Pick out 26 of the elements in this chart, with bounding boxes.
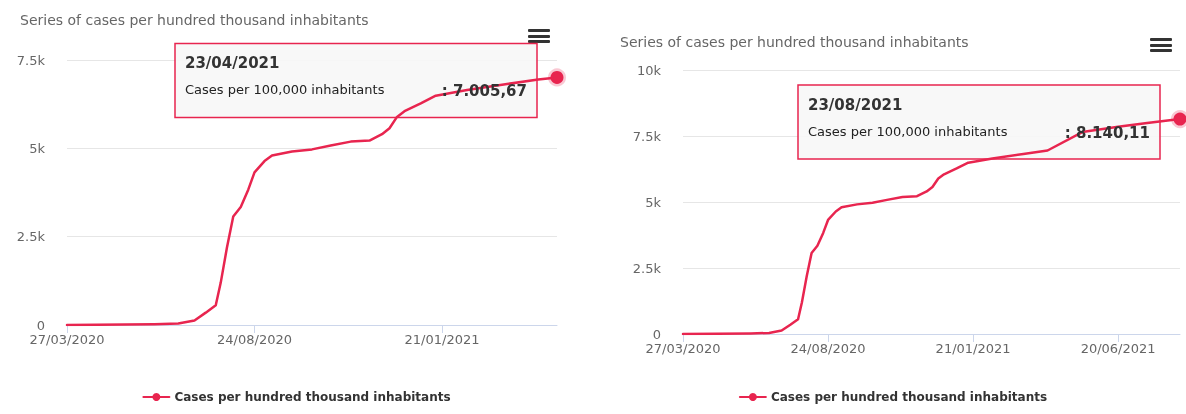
x-tick-label: 24/08/2020 bbox=[217, 332, 292, 347]
annotation: Cases per 100,000 inhabitants bbox=[185, 82, 385, 98]
chart-title: Series of cases per hundred thousand inhabitants bbox=[620, 34, 969, 50]
annotation: Cases per 100,000 inhabitants bbox=[808, 124, 1008, 140]
y-tick-label: 10k bbox=[636, 62, 662, 78]
y-tick-label: 5k bbox=[645, 194, 662, 210]
annotation: 23/08/2021 bbox=[808, 95, 903, 114]
y-tick-label: 2.5k bbox=[16, 229, 46, 245]
annotation: : 7.005,67 bbox=[441, 81, 527, 100]
chart-title: Series of cases per hundred thousand inhabitants bbox=[20, 12, 369, 28]
y-tick-label: 7.5k bbox=[632, 128, 662, 144]
legend-label: Cases per hundred thousand inhabitants bbox=[174, 390, 451, 404]
x-tick-label: 20/06/2021 bbox=[1080, 341, 1156, 356]
y-tick-label: 7.5k bbox=[16, 52, 46, 68]
annotation: : 8.140,11 bbox=[1064, 123, 1150, 142]
legend-label: Cases per hundred thousand inhabitants bbox=[770, 390, 1048, 404]
x-tick-label: 27/03/2020 bbox=[645, 341, 721, 356]
y-tick-label: 5k bbox=[29, 140, 46, 156]
y-tick-label: 2.5k bbox=[632, 260, 662, 276]
y-tick-label: 0 bbox=[36, 317, 45, 333]
x-tick-label: 24/08/2020 bbox=[790, 341, 866, 356]
x-tick-label: 27/03/2020 bbox=[29, 332, 105, 347]
x-tick-label: 21/01/2021 bbox=[404, 332, 480, 347]
x-tick-label: 21/01/2021 bbox=[935, 341, 1011, 356]
y-tick-label: 0 bbox=[652, 326, 661, 342]
annotation: 23/04/2021 bbox=[185, 53, 280, 72]
